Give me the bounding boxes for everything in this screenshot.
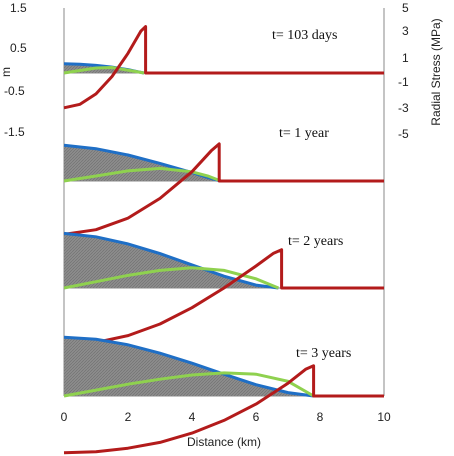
x-tick-label: 8 bbox=[317, 410, 324, 424]
right-tick-label: -3 bbox=[398, 101, 409, 115]
panel-label: t= 103 days bbox=[272, 28, 337, 43]
right-axis-title: Radial Stress (MPa) bbox=[429, 18, 443, 125]
left-tick-label: -1.5 bbox=[4, 125, 25, 139]
gray-fill-area bbox=[64, 233, 279, 288]
x-tick-label: 2 bbox=[125, 410, 132, 424]
panel-label: t= 3 years bbox=[296, 346, 351, 361]
right-tick-label: 1 bbox=[402, 51, 409, 65]
green-series-line bbox=[63, 65, 145, 75]
left-tick-label: 1.5 bbox=[10, 1, 27, 15]
red-series-line bbox=[63, 25, 384, 110]
left-axis-title: m bbox=[0, 67, 13, 77]
right-tick-label: -5 bbox=[398, 127, 409, 141]
right-tick-label: 3 bbox=[402, 24, 409, 38]
x-tick-label: 0 bbox=[61, 410, 68, 424]
panel-103-days: t= 103 days bbox=[63, 25, 384, 110]
left-tick-label: 0.5 bbox=[10, 41, 27, 55]
x-tick-label: 4 bbox=[189, 410, 196, 424]
panel-label: t= 2 years bbox=[288, 234, 343, 249]
right-tick-label: -1 bbox=[398, 75, 409, 89]
red-series-line bbox=[63, 142, 384, 236]
left-tick-label: -0.5 bbox=[4, 84, 25, 98]
red-series-line bbox=[63, 364, 384, 455]
gray-fill-area bbox=[64, 337, 314, 396]
panel-3-years: t= 3 years bbox=[63, 335, 384, 455]
panel-2-years: t= 2 years bbox=[63, 231, 384, 347]
blue-series-line bbox=[63, 231, 279, 290]
x-tick-label: 10 bbox=[377, 410, 391, 424]
green-series-line bbox=[63, 166, 222, 183]
red-series-line bbox=[63, 248, 384, 347]
panel-label: t= 1 year bbox=[279, 126, 329, 141]
right-tick-label: 5 bbox=[402, 1, 409, 15]
green-series-line bbox=[63, 371, 315, 398]
panel-1-year: t= 1 year bbox=[63, 126, 384, 236]
x-axis-title: Distance (km) bbox=[187, 435, 261, 449]
green-series-line bbox=[63, 266, 279, 290]
x-tick-label: 6 bbox=[253, 410, 260, 424]
